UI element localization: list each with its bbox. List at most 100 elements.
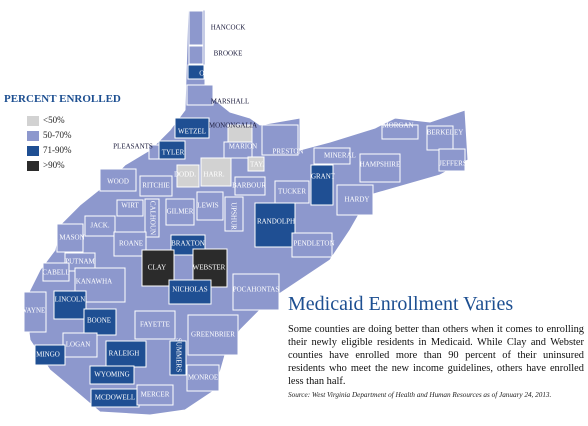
county-label: MONROE [188, 374, 218, 382]
legend-label: >90% [43, 160, 65, 170]
county [99, 168, 137, 192]
county-label: NICHOLAS [172, 286, 207, 294]
county-label: WYOMING [94, 371, 129, 379]
county [200, 157, 232, 187]
county-label: DODD. [174, 171, 196, 179]
county-label: CLAY [148, 264, 166, 272]
county-label: PUTNAM [65, 258, 95, 266]
county [134, 310, 176, 340]
county [83, 308, 117, 336]
legend-label: <50% [43, 115, 65, 125]
county-label: RITCHIE [142, 182, 170, 190]
county-label: KANAWHA [76, 278, 112, 286]
county-label: BRAXTON [171, 240, 205, 248]
county [144, 198, 160, 238]
county [165, 198, 195, 226]
county-label: JACK. [90, 222, 110, 230]
county [23, 291, 47, 333]
county-label: MORGAN [382, 122, 413, 130]
county-label: WETZEL [178, 128, 206, 136]
county-label: TUCKER [278, 188, 306, 196]
county-label: WEBSTER [193, 264, 226, 272]
county-label: LEWIS [197, 202, 218, 210]
county-label: MARION [229, 143, 257, 151]
county-label: PRESTON [273, 148, 304, 156]
county-label: MONONGALIA [209, 122, 257, 130]
county-label: CALHOUN [148, 201, 156, 235]
county-label: GREENBRIER [191, 331, 235, 339]
county [291, 232, 333, 258]
legend-swatch [27, 146, 39, 156]
county [105, 340, 147, 368]
county [223, 141, 253, 159]
county-label: MARSHALL [211, 98, 250, 106]
county [158, 140, 186, 160]
county-label: FAYETTE [140, 321, 170, 329]
county [174, 117, 210, 139]
county [381, 124, 419, 140]
county-label: GILMER [167, 208, 194, 216]
legend-label: 71-90% [43, 145, 72, 155]
county [336, 184, 374, 216]
county [116, 199, 144, 217]
county [186, 364, 220, 392]
county [42, 262, 70, 282]
county-label: WIRT [121, 202, 139, 210]
county [136, 384, 174, 406]
county-label: RALEIGH [109, 350, 140, 358]
county [176, 164, 200, 188]
county-label: MERCER [141, 391, 170, 399]
county [196, 191, 224, 221]
county-label: UPSHUR [229, 202, 237, 230]
county [254, 202, 296, 248]
county [113, 231, 147, 257]
county-label: HARDY [345, 196, 370, 204]
legend-title: PERCENT ENROLLED [4, 93, 121, 105]
county [168, 279, 212, 305]
county [139, 175, 173, 197]
county [89, 365, 135, 385]
county-label: RANDOLPH [257, 218, 295, 226]
county [62, 332, 98, 358]
county [188, 10, 204, 46]
county-label: CABELL [42, 269, 69, 277]
county [53, 290, 87, 320]
county [187, 314, 239, 356]
county-label: MINERAL [324, 152, 356, 160]
county-label: POCAHONTAS [233, 286, 280, 294]
county [186, 84, 214, 106]
county [188, 45, 204, 65]
county-label: TYLER [162, 149, 185, 157]
county-label: MCDOWELL [95, 394, 135, 402]
body-text: Some counties are doing better than othe… [288, 324, 584, 387]
county-label: PLEASANTS [113, 143, 153, 151]
source: Source: West Virginia Department of Heal… [288, 391, 552, 399]
county [34, 344, 66, 366]
county-label: MINGO [36, 351, 60, 359]
legend-swatch [27, 116, 39, 126]
county [313, 147, 351, 165]
legend-swatch [27, 161, 39, 171]
title: Medicaid Enrollment Varies [288, 293, 514, 315]
county-label: ROANE [119, 240, 143, 248]
county [247, 156, 265, 172]
county-label: PENDLETON [293, 240, 334, 248]
county [224, 196, 244, 232]
county-label: WAYNE [21, 307, 46, 315]
county [234, 176, 266, 196]
county [310, 164, 334, 206]
county-label: GRANT [311, 173, 336, 181]
county-label: OHIO [199, 70, 217, 78]
county-label: BERKELEY [427, 129, 464, 137]
county [438, 148, 466, 172]
legend-label: 50-70% [43, 130, 72, 140]
county-label: BOONE [87, 317, 111, 325]
county-label: SUMMERS [174, 338, 182, 372]
county-label: LOGAN [66, 341, 91, 349]
county [84, 215, 116, 237]
county [359, 153, 401, 183]
county-label: BROOKE [214, 50, 243, 58]
county [56, 223, 84, 253]
county [261, 124, 299, 156]
